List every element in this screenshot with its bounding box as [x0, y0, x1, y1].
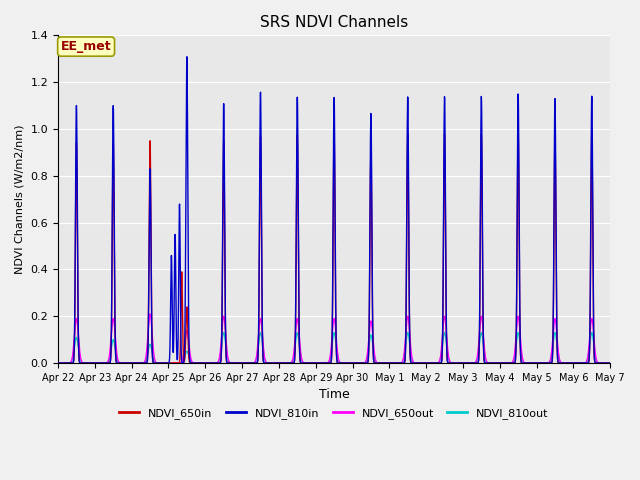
X-axis label: Time: Time [319, 388, 349, 401]
Y-axis label: NDVI Channels (W/m2/nm): NDVI Channels (W/m2/nm) [15, 124, 25, 274]
Legend: NDVI_650in, NDVI_810in, NDVI_650out, NDVI_810out: NDVI_650in, NDVI_810in, NDVI_650out, NDV… [115, 403, 553, 423]
Text: EE_met: EE_met [61, 40, 111, 53]
Title: SRS NDVI Channels: SRS NDVI Channels [260, 15, 408, 30]
